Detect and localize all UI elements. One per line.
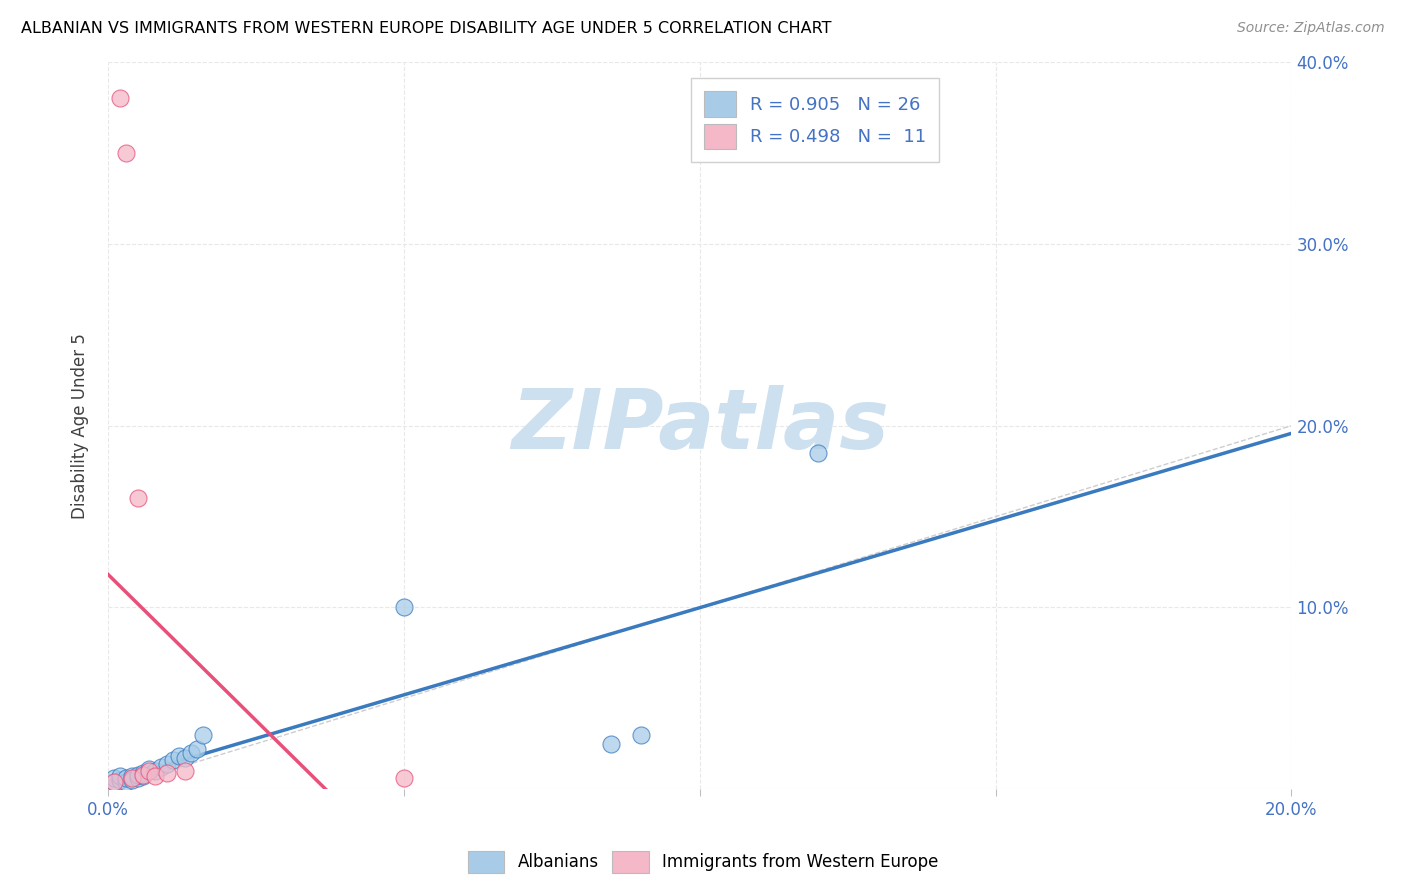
Legend: Albanians, Immigrants from Western Europe: Albanians, Immigrants from Western Europ… [461,845,945,880]
Point [108,770,131,784]
Point [103,772,125,786]
Point [127,772,149,786]
Point [108,773,131,788]
Point [127,491,149,506]
Point [191,728,214,742]
Point [143,764,166,778]
Point [103,775,125,789]
Point [114,772,136,786]
Point [174,751,197,765]
Point [127,767,149,781]
Point [174,764,197,778]
Point [162,753,184,767]
Point [132,770,155,784]
Point [167,749,190,764]
Point [121,773,143,788]
Point [807,446,830,460]
Point [121,770,143,784]
Point [392,772,415,786]
Point [108,91,131,105]
Point [114,146,136,161]
Y-axis label: Disability Age Under 5: Disability Age Under 5 [72,333,89,518]
Point [600,737,623,751]
Point [114,775,136,789]
Point [186,742,208,756]
Point [121,772,143,786]
Point [132,765,155,780]
Point [143,770,166,784]
Point [156,756,179,771]
Point [180,746,202,760]
Text: ALBANIAN VS IMMIGRANTS FROM WESTERN EUROPE DISABILITY AGE UNDER 5 CORRELATION CH: ALBANIAN VS IMMIGRANTS FROM WESTERN EURO… [21,21,831,37]
Point [138,764,160,778]
Legend: R = 0.905   N = 26, R = 0.498   N =  11: R = 0.905 N = 26, R = 0.498 N = 11 [690,78,939,162]
Point [103,775,125,789]
Point [156,765,179,780]
Point [138,762,160,776]
Text: Source: ZipAtlas.com: Source: ZipAtlas.com [1237,21,1385,36]
Point [132,767,155,781]
Text: ZIPatlas: ZIPatlas [510,385,889,467]
Point [392,600,415,615]
Point [150,760,173,774]
Point [630,728,652,742]
